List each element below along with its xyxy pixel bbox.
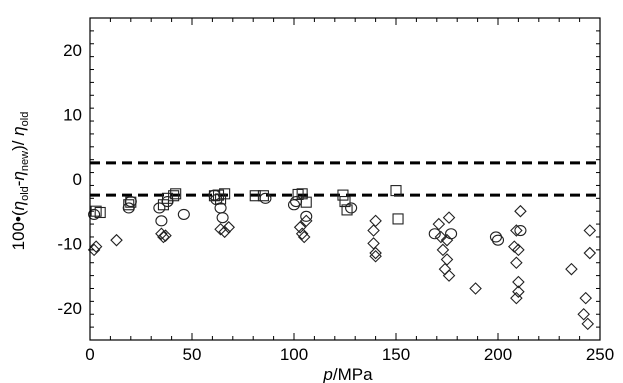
square-point	[94, 206, 106, 219]
diamond-point	[510, 291, 523, 305]
circle-point	[155, 215, 168, 227]
x-tick-label: 250	[586, 345, 614, 364]
circle-point	[300, 210, 313, 222]
diamond-point	[110, 233, 123, 247]
diamond-point	[436, 243, 450, 257]
reference-lines	[90, 161, 600, 197]
square-point	[168, 190, 180, 202]
tick-labels: 0 50 100 150 200 250 -20 -10 0 10 20	[57, 41, 614, 364]
y-tick-label: 20	[63, 41, 82, 60]
diamond-point	[579, 291, 592, 305]
circle-point	[345, 202, 358, 214]
diamond-point	[89, 240, 103, 253]
diamond-point	[510, 224, 523, 237]
circle-point	[161, 195, 174, 208]
diamond-point	[510, 256, 523, 269]
circle-point	[289, 195, 303, 208]
circle-point	[124, 195, 137, 208]
y-tick-label: 10	[63, 106, 82, 125]
square-point	[392, 213, 404, 225]
diamond-point	[514, 204, 527, 218]
diamond-point	[155, 227, 168, 241]
circle-point	[216, 212, 229, 224]
diamond-point	[293, 221, 307, 234]
square-point	[339, 195, 351, 208]
diamond-point	[369, 250, 382, 263]
x-tick-label: 50	[183, 345, 202, 364]
diamond-point	[295, 227, 309, 241]
square-point	[292, 188, 304, 201]
square-point	[157, 199, 169, 211]
circle-point	[491, 234, 505, 246]
y-tick-label: -10	[57, 234, 82, 253]
square-point	[257, 190, 269, 202]
circle-point	[88, 208, 101, 220]
diamond-point	[508, 240, 521, 253]
diamond-point	[442, 269, 456, 282]
diamond-point	[369, 214, 382, 228]
y-tick-label: -20	[57, 299, 82, 318]
x-axis-label-unit: /MPa	[333, 365, 373, 383]
circle-point	[259, 192, 272, 204]
y-axis-label: 100•(ηold-ηnew)/ ηold	[9, 112, 31, 251]
square-point	[337, 189, 349, 201]
circle-point	[428, 228, 441, 240]
diamond-point	[297, 230, 311, 244]
diamond-point	[367, 237, 380, 250]
diamond-point	[577, 307, 590, 321]
circle-point	[122, 202, 135, 214]
plot-frame	[89, 17, 601, 341]
diamond-point	[442, 211, 456, 224]
x-tick-label: 0	[85, 345, 94, 364]
square-point	[390, 185, 402, 197]
x-tick-label: 150	[382, 345, 410, 364]
x-tick-label: 100	[280, 345, 308, 364]
diamond-point	[583, 224, 597, 237]
diamond-point	[434, 230, 448, 244]
diamond-point	[512, 243, 525, 257]
diamond-point	[222, 221, 235, 234]
diamond-point	[432, 217, 446, 231]
data-markers	[87, 185, 597, 331]
circle-point	[445, 228, 458, 240]
diamond-point	[512, 285, 525, 298]
square-point	[123, 199, 135, 211]
diamond-point	[218, 225, 231, 239]
diamond-point	[367, 224, 380, 237]
diamond-point	[581, 317, 595, 331]
diamond-point	[565, 262, 578, 276]
square-point	[296, 188, 308, 200]
x-axis-label: p/MPa	[322, 365, 373, 383]
diamond-point	[583, 246, 597, 260]
diamond-point	[438, 262, 452, 276]
x-tick-label: 200	[484, 345, 512, 364]
axis-ticks	[89, 17, 601, 341]
diamond-point	[440, 233, 454, 247]
y-tick-label: 0	[73, 170, 82, 189]
circle-point	[177, 208, 190, 220]
circle-point	[153, 202, 166, 214]
diamond-point	[469, 282, 482, 295]
x-axis-label-var: p	[322, 365, 332, 383]
square-point	[170, 188, 182, 200]
diamond-point	[369, 246, 382, 260]
circle-point	[514, 224, 527, 237]
diamond-point	[299, 214, 313, 228]
diamond-point	[512, 275, 525, 289]
diamond-point	[159, 229, 172, 242]
